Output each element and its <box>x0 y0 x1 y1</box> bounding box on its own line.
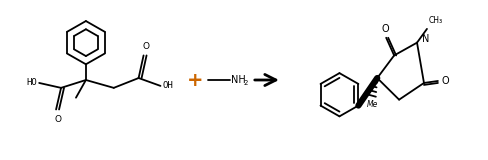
Text: O: O <box>55 115 61 124</box>
Text: +: + <box>186 71 203 89</box>
Text: CH₃: CH₃ <box>428 16 442 25</box>
Text: 2: 2 <box>244 80 248 86</box>
Text: O: O <box>142 42 149 51</box>
Text: OH: OH <box>162 81 173 90</box>
Text: O: O <box>381 24 388 34</box>
Text: N: N <box>421 34 428 44</box>
Text: Me: Me <box>366 100 377 109</box>
Text: O: O <box>441 76 448 86</box>
Text: NH: NH <box>231 75 245 85</box>
Text: HO: HO <box>26 78 37 88</box>
